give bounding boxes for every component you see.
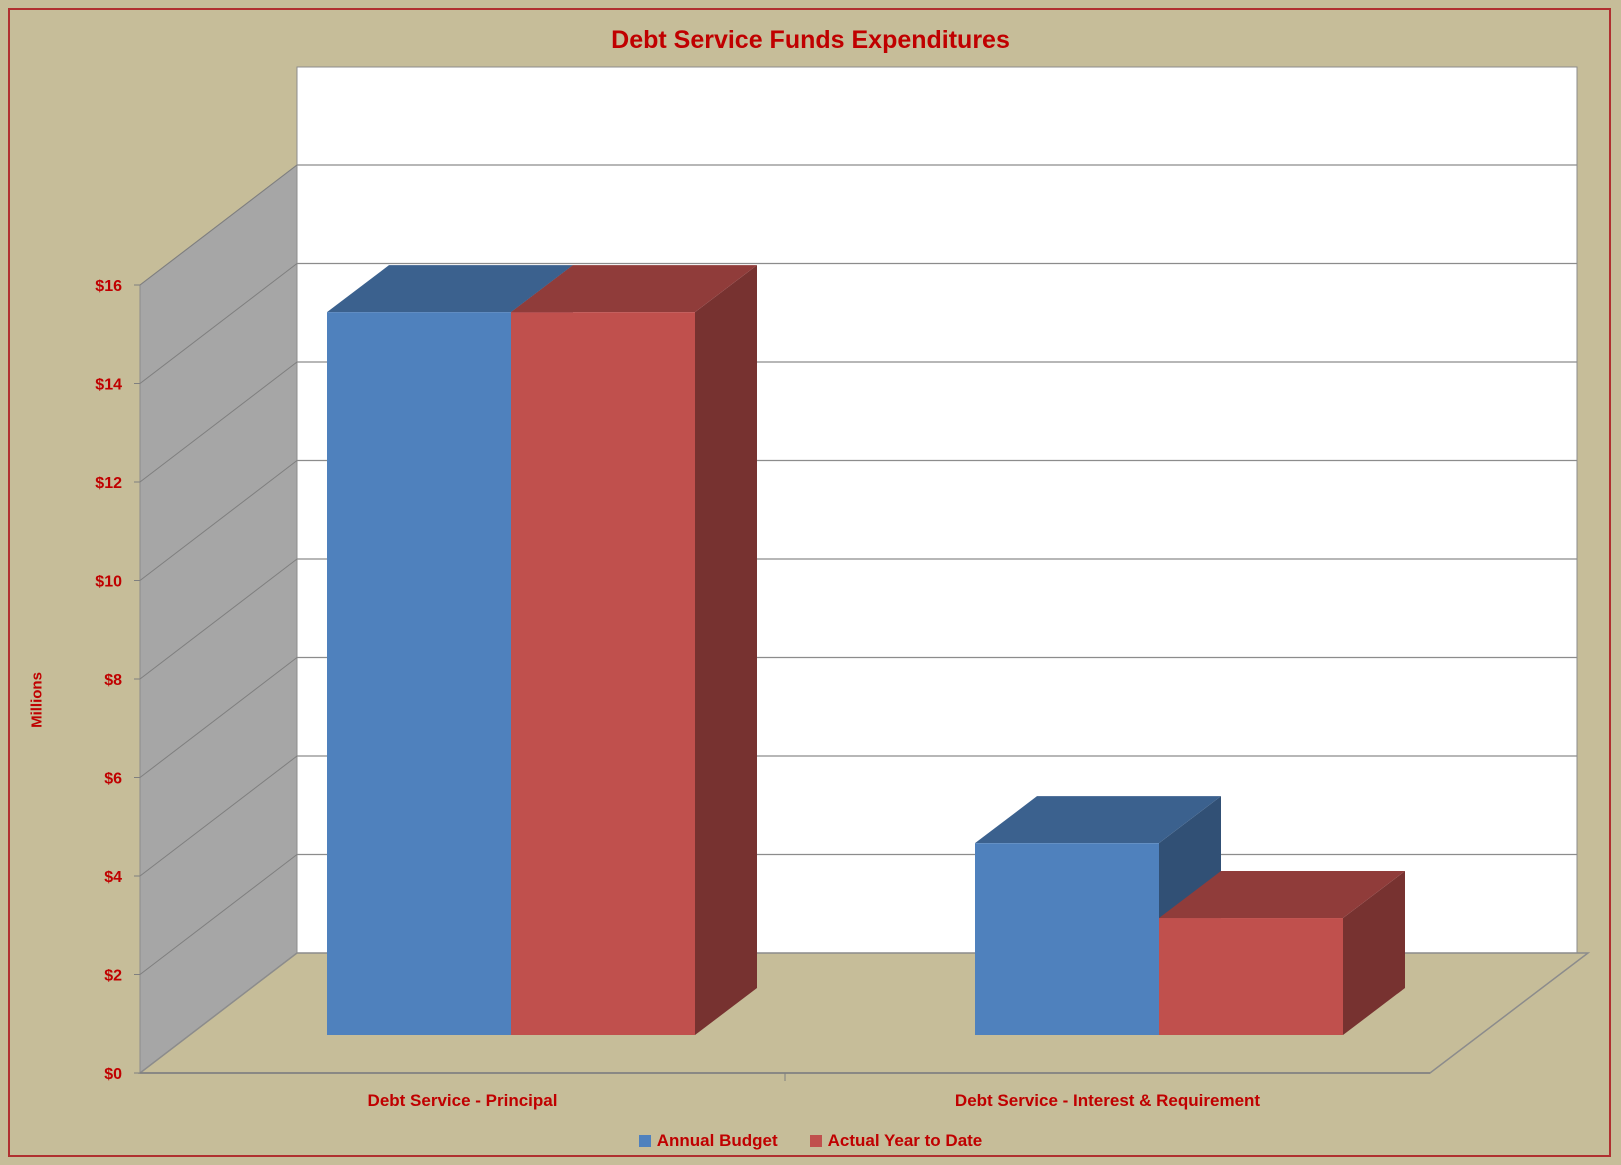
legend-swatch-annual-budget [638,1135,651,1147]
legend-swatch-actual-year-to-date [809,1135,822,1147]
bar-side [1343,871,1405,1035]
y-tick-label: $16 [95,278,122,295]
side-gridline [139,657,298,778]
side-gridline [139,361,298,483]
y-axis-label: Millions [28,672,46,728]
legend-label-actual-year-to-date: Actual Year to Date [827,1131,983,1150]
side-gridline [139,460,298,581]
chart-frame [8,8,1611,1157]
y-tick-label: $0 [104,1066,122,1083]
bar-top [1159,871,1405,919]
legend-label-annual-budget: Annual Budget [656,1131,778,1150]
y-tick-label: $12 [95,475,122,492]
chart-title-line-1: Debt Service Funds Expenditures [611,26,1010,54]
legend-item-actual-year-to-date: Actual Year to Date [809,1131,983,1151]
bar [975,843,1159,1035]
bar [511,312,695,1035]
y-tick-label: $8 [104,672,122,689]
bar-side [695,265,757,1035]
legend-item-annual-budget: Annual Budget [638,1131,778,1151]
x-tick-label: Debt Service - Interest & Requirement [955,1091,1260,1110]
legend: Annual Budget Actual Year to Date [0,1131,1621,1151]
side-gridline [139,558,298,680]
y-tick-label: $6 [104,771,122,788]
bar [1159,918,1343,1035]
side-gridline [139,755,298,877]
bar-top [327,265,573,313]
bar-top [975,796,1221,844]
bar [327,312,511,1035]
y-tick-label: $4 [104,869,122,886]
side-gridline [139,164,298,286]
x-tick-label: Debt Service - Principal [368,1091,558,1110]
side-gridline [139,263,298,384]
y-tick-label: $14 [95,377,122,394]
side-gridline [139,854,298,975]
y-tick-label: $10 [95,574,122,591]
bar-top [511,265,757,313]
y-tick-label: $2 [104,968,122,985]
